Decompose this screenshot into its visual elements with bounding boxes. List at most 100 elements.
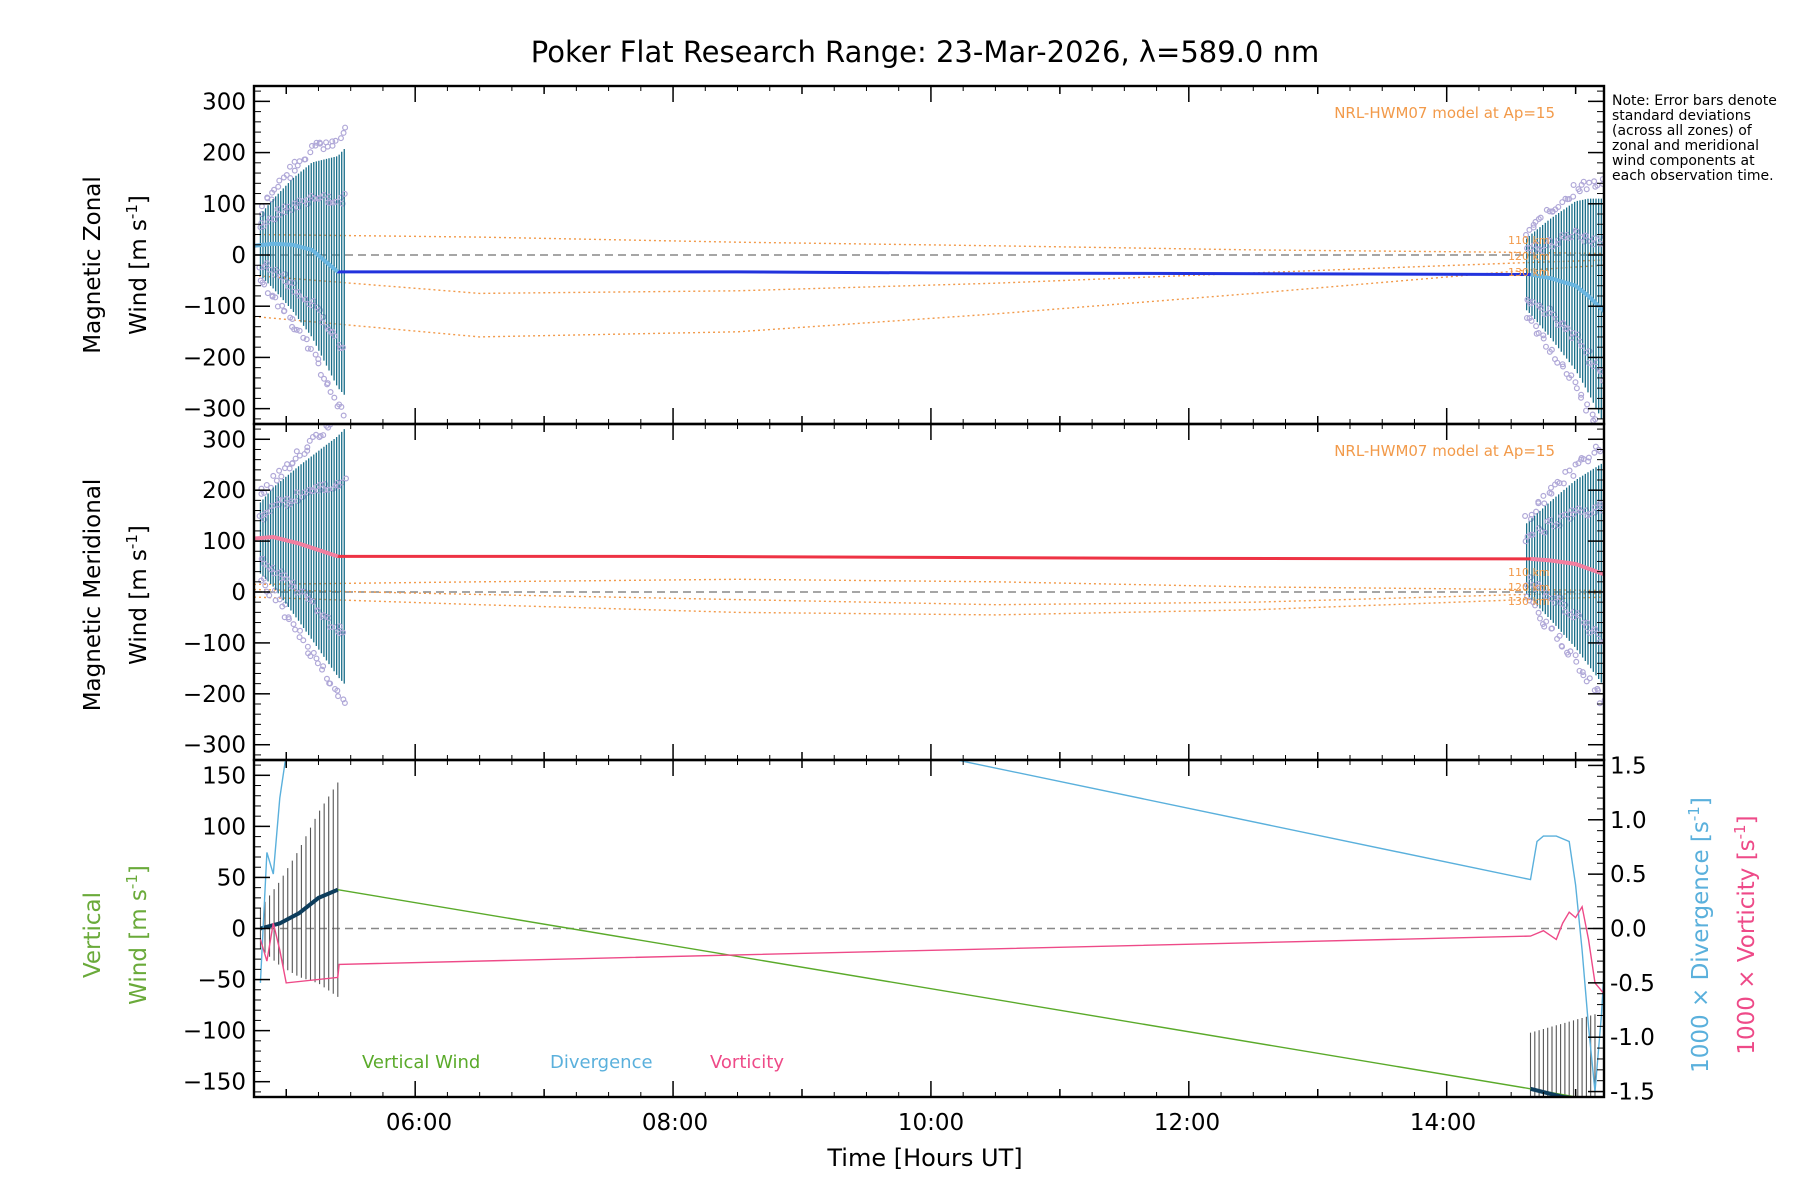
meridional-zone-point <box>341 699 348 706</box>
figure-title: Poker Flat Research Range: 23-Mar-2026, … <box>531 35 1319 69</box>
zonal-zone-point <box>331 333 338 340</box>
meridional-zone-point <box>292 626 299 633</box>
zonal-zone-point <box>324 380 331 387</box>
error-bar-note: Note: Error bars denote standard deviati… <box>1612 93 1777 184</box>
meridional-zone-point <box>1585 458 1592 465</box>
meridional-zone-point <box>1591 449 1598 456</box>
meridional-zone-point <box>340 629 347 636</box>
vertical-ylabel-line2: Wind [m s-1] <box>123 865 152 1005</box>
meridional-zone-point <box>289 460 296 467</box>
zonal-zone-point <box>1578 391 1585 398</box>
zonal-zone-point <box>263 260 270 267</box>
meridional-tick-label: 300 <box>202 427 246 453</box>
meridional-zone-point <box>335 483 342 490</box>
meridional-zone-point <box>1544 518 1551 525</box>
zonal-zone-point <box>1583 186 1590 193</box>
vertical-tick-label: −50 <box>197 968 246 994</box>
zonal-ylabel-end: ] <box>126 195 152 204</box>
zonal-zone-point <box>307 149 314 156</box>
zonal-model-curve <box>254 264 1604 338</box>
zonal-zone-point <box>1548 346 1555 353</box>
zonal-zone-point <box>1598 431 1603 436</box>
zonal-zone-point <box>313 139 320 146</box>
zonal-zone-point <box>1531 241 1538 248</box>
zonal-mean-highlight <box>254 241 340 274</box>
meridional-zone-point <box>293 489 300 496</box>
legend-divergence: Divergence <box>550 1052 653 1073</box>
meridional-zone-point <box>304 643 311 650</box>
zonal-zone-point <box>1591 235 1598 242</box>
zonal-zone-point <box>317 140 324 147</box>
zonal-zone-point <box>1573 385 1580 392</box>
zonal-zone-point <box>1591 178 1598 185</box>
zonal-zone-point <box>276 177 283 184</box>
zonal-zone-point <box>291 280 298 287</box>
zonal-zone-point <box>1560 320 1567 327</box>
meridional-zone-point <box>313 655 320 662</box>
meridional-zone-point <box>327 680 334 687</box>
meridional-zone-point <box>296 452 303 459</box>
meridional-zone-point <box>1572 461 1579 468</box>
zonal-zone-point <box>1537 214 1544 221</box>
zonal-zone-point <box>284 283 291 290</box>
meridional-zone-point <box>1529 531 1536 538</box>
meridional-zone-point <box>283 575 290 582</box>
meridional-zone-point <box>270 472 277 479</box>
meridional-zone-point <box>1578 508 1585 515</box>
meridional-height-label: 110 km <box>1508 566 1550 579</box>
zonal-zone-point <box>1540 332 1547 339</box>
meridional-zone-point <box>1580 455 1587 462</box>
x-tick-label: 14:00 <box>1410 1110 1476 1136</box>
zonal-zone-point <box>289 315 296 322</box>
right-tick-label: -1.5 <box>1610 1080 1655 1106</box>
meridional-zone-point <box>1541 500 1548 507</box>
zonal-zone-point <box>296 327 303 334</box>
meridional-zone-point <box>330 415 335 420</box>
zonal-zone-point <box>271 186 278 193</box>
divergence-line <box>259 760 1604 1092</box>
zonal-zone-point <box>280 308 287 315</box>
meridional-zone-point <box>301 588 308 595</box>
zonal-zone-point <box>1559 361 1566 368</box>
meridional-zone-point <box>1535 498 1542 505</box>
zonal-zone-point <box>340 129 347 136</box>
meridional-tick-label: −100 <box>183 631 246 657</box>
zonal-zone-point <box>1581 238 1588 245</box>
vertical-ylabel-unit: Wind [m s <box>126 889 152 1005</box>
divergence-axis-unit: 1000 × Divergence [s <box>1688 821 1714 1073</box>
right-tick-label: 0.0 <box>1610 917 1647 943</box>
meridional-zone-point <box>1541 623 1548 630</box>
zonal-ylabel-line2: Wind [m s-1] <box>123 195 152 335</box>
meridional-zone-point <box>284 495 291 502</box>
zonal-zone-point <box>1584 401 1591 408</box>
meridional-zone-point <box>296 634 303 641</box>
zonal-zone-point <box>261 281 268 288</box>
vertical-tick-label: 0 <box>231 917 246 943</box>
meridional-zone-point <box>278 473 285 480</box>
meridional-ylabel-line2: Wind [m s-1] <box>123 525 152 665</box>
zonal-zone-point <box>287 175 294 182</box>
zonal-zone-point <box>1526 226 1533 233</box>
meridional-zone-point <box>1548 625 1555 632</box>
meridional-zone-point <box>1561 608 1568 615</box>
meridional-ylabel-line1: Magnetic Meridional <box>80 479 106 712</box>
meridional-height-label: 130 km <box>1508 595 1550 608</box>
meridional-zone-point <box>262 582 269 589</box>
meridional-zone-point <box>307 653 314 660</box>
vertical-tick-label: 100 <box>202 814 246 840</box>
meridional-zone-point <box>304 444 311 451</box>
right-tick-label: 1.0 <box>1610 808 1647 834</box>
meridional-zone-point <box>321 487 328 494</box>
meridional-zone-point <box>286 465 293 472</box>
vertical-wind-line <box>337 889 1580 1097</box>
meridional-zone-point <box>1586 510 1593 517</box>
zonal-zone-point <box>1568 372 1575 379</box>
zonal-zone-point <box>1572 227 1579 234</box>
zonal-ylabel-line1: Magnetic Zonal <box>80 176 106 354</box>
zonal-zone-point <box>332 137 339 144</box>
meridional-zone-point <box>314 660 321 667</box>
meridional-zone-point <box>266 592 273 599</box>
meridional-zone-point <box>1601 638 1604 645</box>
zonal-zone-point <box>301 156 308 163</box>
zonal-zone-point <box>329 138 336 145</box>
